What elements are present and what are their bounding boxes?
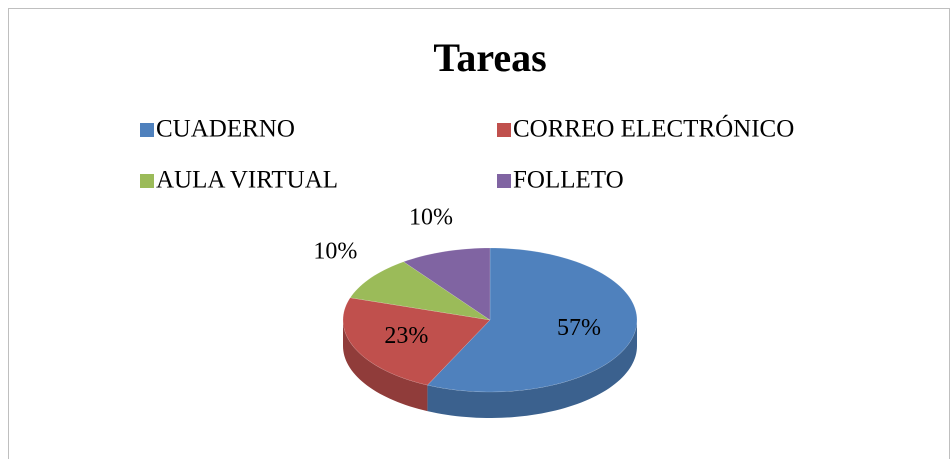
- legend-label: CUADERNO: [156, 116, 295, 143]
- data-label: 57%: [557, 315, 601, 341]
- slice-side: [343, 320, 428, 412]
- slice: [426, 247, 638, 393]
- slice: [349, 261, 491, 321]
- legend-swatch: [497, 123, 511, 137]
- legend-label: FOLLETO: [513, 167, 624, 194]
- slice-side: [427, 320, 637, 418]
- slice: [342, 297, 491, 386]
- data-label: 10%: [409, 204, 453, 230]
- legend-label: CORREO ELECTRÓNICO: [513, 115, 794, 143]
- data-label: 23%: [384, 323, 428, 349]
- legend-swatch: [140, 123, 154, 137]
- legend-swatch: [497, 174, 511, 188]
- chart-title: Tareas: [433, 35, 546, 80]
- data-label: 10%: [313, 238, 357, 264]
- legend-label: AULA VIRTUAL: [156, 167, 338, 194]
- legend-swatch: [140, 174, 154, 188]
- slice: [403, 247, 491, 321]
